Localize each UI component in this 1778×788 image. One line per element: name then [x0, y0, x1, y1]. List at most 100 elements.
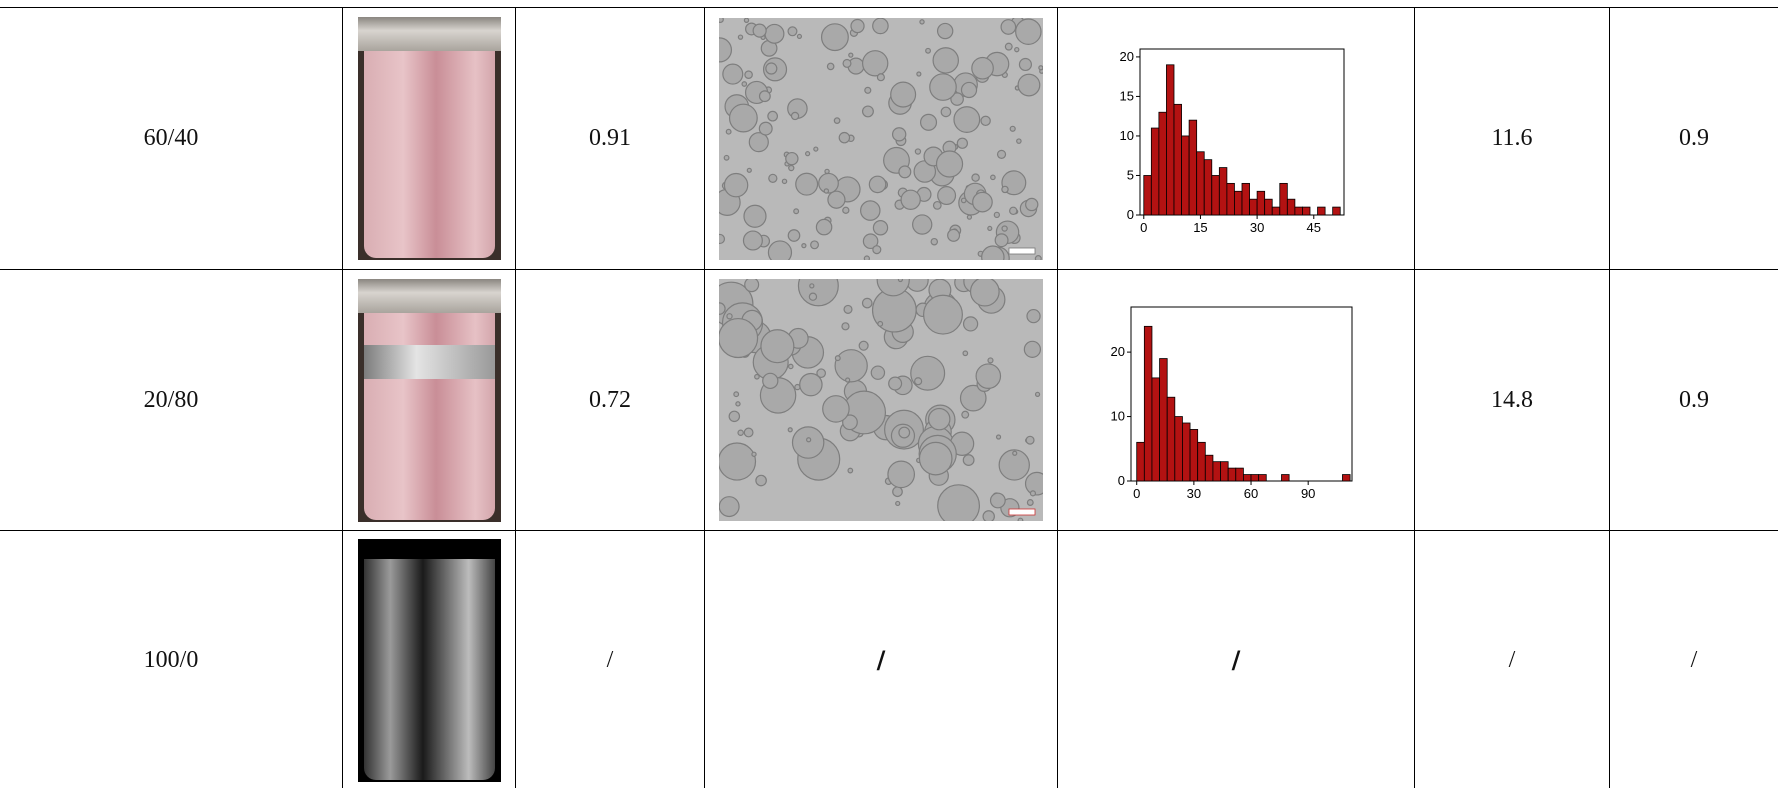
droplet [925, 47, 931, 54]
droplet [858, 340, 869, 351]
droplet [923, 294, 963, 335]
droplet [787, 427, 793, 433]
droplet [842, 58, 852, 68]
value: 0.9 [1679, 386, 1709, 413]
bar [1166, 64, 1175, 216]
bar [1243, 474, 1252, 482]
droplet [755, 474, 767, 487]
droplet [764, 23, 785, 44]
droplet [845, 377, 851, 383]
histogram: 0 10 20 0 30 60 90 [1111, 306, 1353, 501]
y-tick-label: 0 [1118, 473, 1125, 488]
y-tick-label: 5 [1127, 167, 1134, 182]
bar [1188, 119, 1198, 216]
droplet [956, 137, 969, 149]
droplet [916, 70, 922, 77]
droplet [990, 174, 996, 180]
bar [1226, 182, 1235, 216]
droplet [987, 225, 993, 231]
droplet [762, 372, 779, 390]
cell: / [515, 531, 704, 788]
droplet [743, 17, 750, 23]
bar [1182, 422, 1191, 482]
bar [1143, 175, 1152, 216]
droplet [888, 376, 903, 391]
droplet [758, 89, 771, 102]
x-tick-label: 90 [1301, 486, 1315, 501]
x-tick-label: 60 [1244, 486, 1258, 501]
droplet [935, 149, 964, 178]
droplet [930, 237, 939, 245]
droplet [1017, 517, 1024, 521]
bar [1181, 135, 1190, 216]
droplet [743, 204, 767, 228]
droplet [912, 213, 933, 235]
cell: / [1057, 531, 1414, 788]
droplet [848, 52, 854, 58]
table: 60/40 0.91 0 5 10 15 20 0 15 30 45 11.6 0.9 20/8… [0, 7, 1778, 788]
droplet [937, 185, 957, 205]
cell: / [704, 531, 1057, 788]
y-tick-label: 0 [1127, 207, 1134, 222]
droplet [861, 49, 889, 77]
droplet [1029, 490, 1037, 497]
droplet [910, 355, 946, 391]
droplet [892, 486, 903, 498]
droplet [820, 22, 849, 51]
cell: 0 5 10 15 20 0 15 30 45 [1057, 8, 1414, 270]
cell: 0.9 [1609, 8, 1778, 270]
y-tick-label: 20 [1111, 344, 1125, 359]
droplet [826, 62, 835, 70]
droplet [914, 147, 922, 155]
scale-bar [1008, 508, 1036, 516]
cell: 14.8 [1414, 270, 1609, 531]
droplet [797, 279, 839, 307]
droplet [728, 103, 758, 132]
droplet [950, 91, 964, 106]
bar [1294, 206, 1303, 216]
cell: 100/0 [0, 531, 342, 788]
droplet [841, 322, 850, 331]
droplet [960, 197, 967, 203]
droplet [914, 377, 923, 386]
bar [1218, 167, 1228, 216]
droplet [787, 228, 801, 242]
droplet [719, 36, 733, 63]
droplet [953, 105, 981, 133]
droplet [1009, 206, 1018, 215]
cell [342, 8, 515, 270]
droplet [897, 279, 904, 283]
size: 11.6 [1491, 125, 1533, 151]
droplet [834, 349, 868, 383]
micrograph [719, 17, 1043, 260]
droplet [1034, 254, 1042, 260]
bar [1204, 454, 1214, 482]
droplet [972, 191, 993, 212]
droplet [969, 279, 1000, 307]
cell: 0 10 20 0 30 60 90 [1057, 270, 1414, 531]
droplet [742, 229, 763, 251]
value: / [1690, 646, 1698, 673]
droplet [815, 218, 833, 235]
droplet [741, 80, 748, 87]
droplet [1015, 17, 1042, 45]
droplet [987, 357, 994, 364]
droplet [1001, 224, 1008, 232]
droplet [737, 33, 744, 40]
bar [1150, 127, 1160, 216]
droplet [981, 244, 1005, 260]
droplet [898, 164, 912, 178]
droplet [929, 72, 957, 101]
droplet [900, 189, 921, 210]
droplet [947, 228, 961, 242]
droplet [733, 391, 740, 398]
droplet [863, 254, 870, 260]
scale-bar [1008, 247, 1036, 254]
droplet [838, 131, 851, 143]
bar [1317, 206, 1326, 216]
x-tick-label: 45 [1307, 220, 1321, 235]
droplet [767, 110, 779, 122]
bar [1227, 467, 1237, 482]
droplet [804, 150, 811, 156]
ratio: 100/0 [143, 646, 199, 673]
